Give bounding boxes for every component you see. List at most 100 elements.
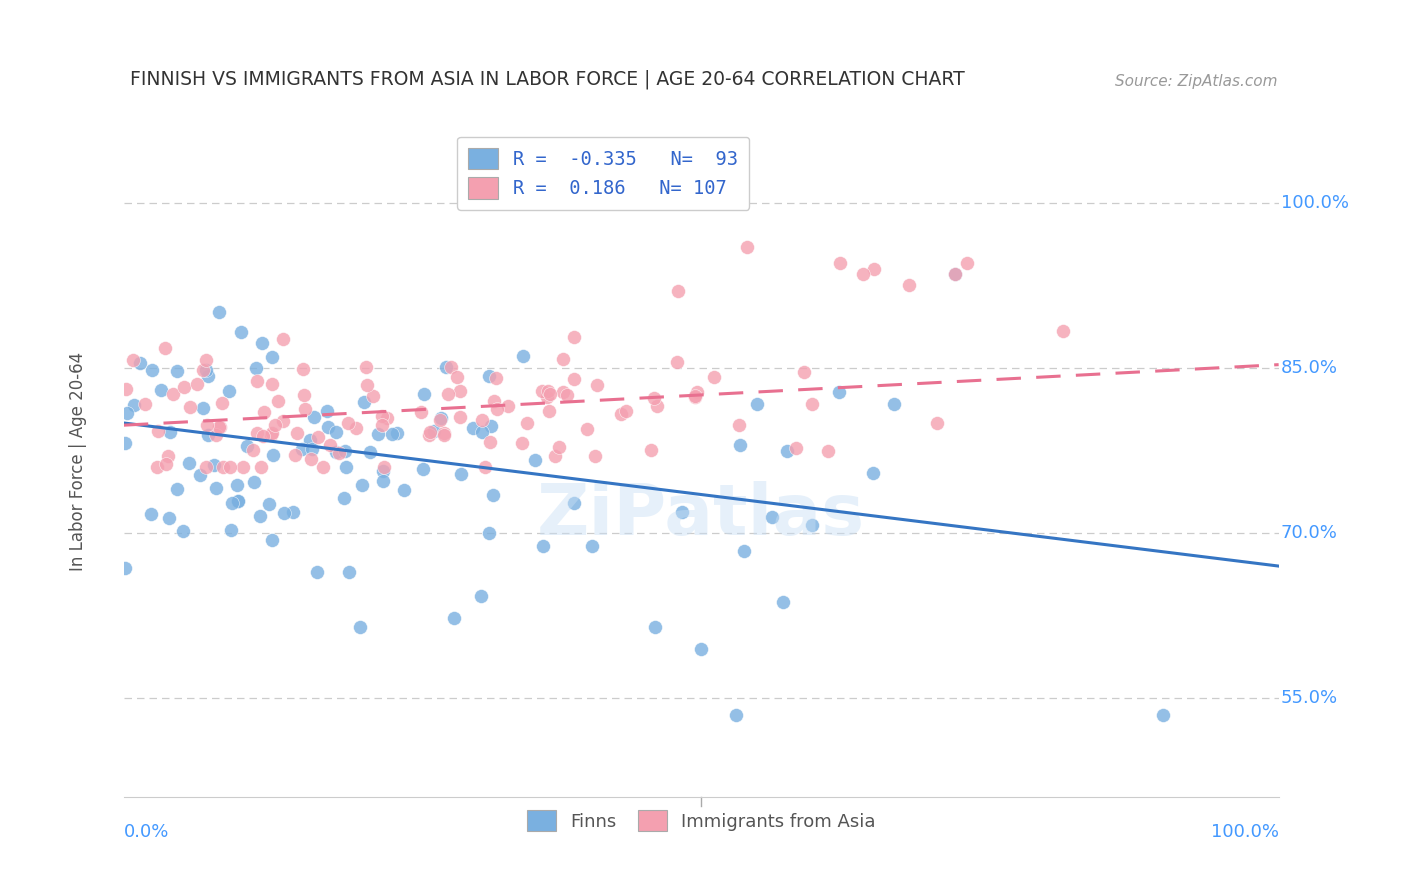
Point: [801, 397, 824, 411]
Text: In Labor Force | Age 20-64: In Labor Force | Age 20-64: [69, 352, 87, 571]
Point: [316, 404, 339, 418]
Point: [537, 384, 560, 399]
Point: [260, 425, 283, 440]
Point: [128, 356, 150, 370]
Point: [666, 284, 689, 298]
Point: [562, 329, 585, 343]
Point: [232, 460, 254, 475]
Point: [537, 403, 560, 417]
Point: [172, 524, 194, 538]
Point: [512, 350, 534, 364]
Point: [640, 442, 662, 457]
Point: [208, 304, 231, 318]
Point: [555, 387, 578, 401]
Point: [157, 511, 180, 525]
Point: [862, 466, 884, 480]
Point: [665, 355, 688, 369]
Point: [325, 445, 347, 459]
Point: [299, 451, 322, 466]
Point: [246, 425, 269, 440]
Point: [614, 404, 637, 418]
Point: [371, 418, 394, 433]
Point: [352, 478, 374, 492]
Point: [443, 611, 465, 625]
Point: [446, 370, 468, 384]
Point: [385, 426, 408, 441]
Point: [246, 374, 269, 388]
Point: [179, 400, 201, 414]
Point: [474, 460, 496, 475]
Point: [776, 444, 799, 458]
Point: [371, 409, 394, 424]
Point: [671, 505, 693, 519]
Point: [150, 383, 173, 397]
Text: 100.0%: 100.0%: [1211, 822, 1278, 841]
Point: [162, 387, 184, 401]
Point: [301, 442, 323, 457]
Point: [219, 460, 242, 475]
Point: [141, 362, 163, 376]
Point: [194, 363, 217, 377]
Point: [260, 427, 283, 442]
Point: [449, 409, 471, 424]
Point: [211, 396, 233, 410]
Text: FINNISH VS IMMIGRANTS FROM ASIA IN LABOR FORCE | AGE 20-64 CORRELATION CHART: FINNISH VS IMMIGRANTS FROM ASIA IN LABOR…: [129, 70, 965, 89]
Point: [226, 494, 249, 508]
Point: [645, 400, 668, 414]
Point: [761, 510, 783, 524]
Point: [544, 449, 567, 463]
Point: [437, 387, 460, 401]
Text: 100.0%: 100.0%: [1281, 194, 1348, 211]
Point: [485, 371, 508, 385]
Point: [419, 425, 441, 439]
Point: [292, 362, 315, 376]
Point: [194, 353, 217, 368]
Point: [440, 359, 463, 374]
Point: [139, 507, 162, 521]
Point: [610, 407, 633, 421]
Point: [202, 458, 225, 472]
Point: [354, 359, 377, 374]
Point: [205, 427, 228, 442]
Point: [208, 419, 231, 434]
Point: [302, 409, 325, 424]
Text: 70.0%: 70.0%: [1281, 524, 1339, 542]
Point: [166, 482, 188, 496]
Point: [943, 268, 966, 282]
Point: [294, 402, 316, 417]
Point: [145, 459, 167, 474]
Point: [551, 352, 574, 367]
Text: 85.0%: 85.0%: [1281, 359, 1339, 377]
Point: [450, 384, 472, 399]
Point: [159, 425, 181, 439]
Point: [375, 410, 398, 425]
Point: [898, 278, 921, 293]
Point: [179, 456, 201, 470]
Point: [197, 368, 219, 383]
Point: [479, 418, 502, 433]
Point: [728, 417, 751, 432]
Point: [536, 390, 558, 404]
Point: [204, 481, 226, 495]
Point: [328, 445, 350, 459]
Point: [257, 498, 280, 512]
Point: [333, 491, 356, 505]
Point: [284, 448, 307, 462]
Point: [250, 460, 273, 475]
Point: [686, 384, 709, 399]
Text: Source: ZipAtlas.com: Source: ZipAtlas.com: [1115, 74, 1278, 89]
Point: [394, 483, 416, 497]
Text: ZiPatlas: ZiPatlas: [537, 481, 865, 549]
Point: [516, 416, 538, 430]
Point: [226, 494, 249, 508]
Point: [197, 428, 219, 442]
Point: [585, 377, 607, 392]
Point: [325, 425, 347, 439]
Point: [434, 360, 457, 375]
Point: [827, 385, 849, 400]
Point: [551, 384, 574, 399]
Point: [703, 369, 725, 384]
Point: [356, 377, 378, 392]
Point: [273, 507, 295, 521]
Point: [319, 438, 342, 452]
